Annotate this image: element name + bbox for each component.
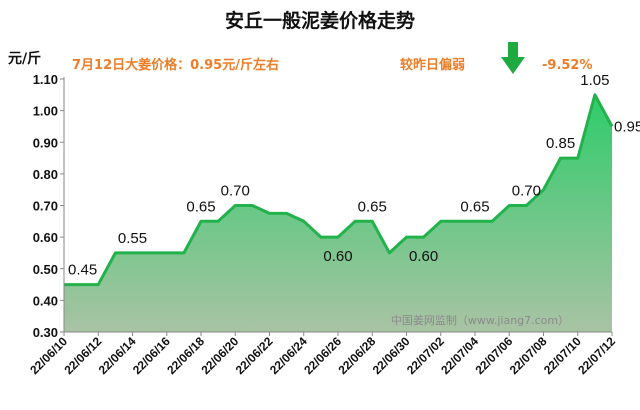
data-label: 0.70	[221, 183, 250, 200]
data-label: 0.45	[68, 262, 97, 279]
data-label: 0.95	[614, 118, 640, 135]
change-percent: -9.52%	[542, 58, 593, 73]
data-label: 0.65	[460, 198, 489, 215]
y-tick-label: 0.30	[33, 325, 58, 340]
price-line	[64, 93, 614, 287]
data-label: 0.65	[186, 198, 215, 215]
y-tick-label: 0.50	[33, 262, 58, 277]
y-tick-label: 0.60	[33, 230, 58, 245]
down-arrow-icon	[501, 42, 525, 74]
chart-title: 安丘一般泥姜价格走势	[225, 9, 415, 32]
y-tick-label: 0.90	[33, 135, 58, 150]
watermark: 中国姜网监制（www.jiang7.com）	[391, 313, 569, 327]
x-tick-label: 22/07/12	[575, 334, 618, 377]
data-label: 0.65	[358, 198, 387, 215]
x-axis: 22/06/1022/06/1222/06/1422/06/1622/06/18…	[27, 332, 618, 377]
y-tick-label: 1.10	[33, 72, 58, 87]
data-label: 0.85	[546, 135, 575, 152]
data-label: 0.70	[512, 183, 541, 200]
y-tick-label: 1.00	[33, 104, 58, 119]
y-tick-label: 0.40	[33, 293, 58, 308]
data-label: 1.05	[580, 72, 609, 89]
data-label: 0.55	[118, 230, 147, 247]
data-label: 0.60	[323, 248, 352, 265]
y-tick-label: 0.70	[33, 199, 58, 214]
data-labels: 0.45 0.55 0.65 0.70 0.60 0.65 0.60 0.65 0.70 0.85…	[68, 72, 640, 279]
price-annotation: 7月12日大姜价格：0.95元/斤左右	[72, 57, 279, 73]
data-label: 0.60	[409, 248, 438, 265]
y-tick-label: 0.80	[33, 167, 58, 182]
y-axis-unit: 元/斤	[8, 50, 41, 67]
y-axis: 0.30 0.40 0.50 0.60 0.70 0.80 0.90 1.00 1.10	[33, 72, 64, 340]
price-area	[64, 94, 612, 332]
change-label: 较昨日偏弱	[400, 57, 465, 73]
